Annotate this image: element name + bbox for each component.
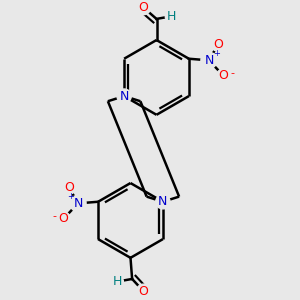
Text: O: O [58, 212, 68, 226]
Text: +: + [68, 192, 74, 201]
Text: O: O [139, 1, 148, 14]
Circle shape [165, 11, 177, 22]
Text: N: N [73, 197, 83, 210]
Circle shape [211, 37, 225, 51]
Circle shape [56, 212, 70, 226]
Circle shape [201, 52, 217, 68]
Circle shape [117, 89, 131, 103]
Circle shape [156, 195, 170, 209]
Text: +: + [213, 50, 220, 58]
Circle shape [112, 276, 123, 287]
Circle shape [62, 180, 76, 194]
Circle shape [136, 284, 151, 298]
Text: N: N [158, 195, 168, 208]
Text: H: H [167, 10, 176, 23]
Text: -: - [231, 68, 235, 78]
Text: O: O [213, 38, 223, 51]
Text: O: O [139, 285, 148, 298]
Circle shape [136, 0, 151, 15]
Circle shape [70, 195, 86, 212]
Text: -: - [52, 211, 56, 221]
Text: H: H [113, 275, 122, 288]
Text: N: N [119, 90, 129, 103]
Circle shape [217, 69, 231, 83]
Text: O: O [219, 70, 229, 83]
Text: N: N [204, 54, 214, 67]
Text: O: O [64, 181, 74, 194]
